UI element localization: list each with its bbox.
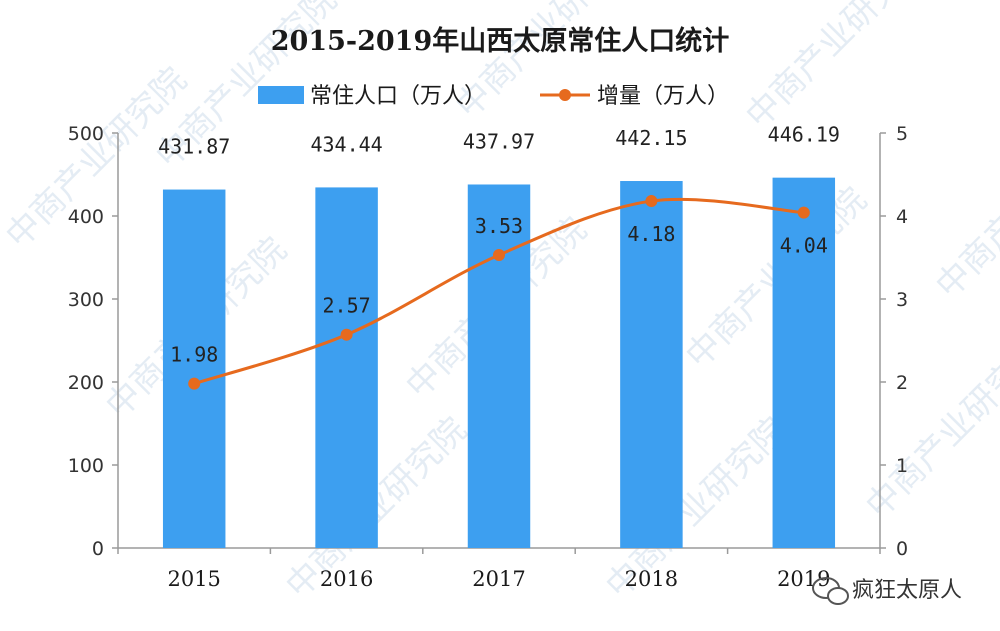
x-tick-label: 2017 xyxy=(472,567,525,591)
line-point xyxy=(645,195,658,208)
line-value-label: 4.18 xyxy=(627,222,675,246)
y-tick-label-right: 5 xyxy=(896,123,908,145)
bar xyxy=(772,177,836,548)
y-tick-label-right: 0 xyxy=(896,538,908,560)
line-point xyxy=(340,328,353,341)
watermark-text: 中商产业研究院 xyxy=(738,0,935,136)
bar xyxy=(620,181,683,548)
y-tick-label-left: 500 xyxy=(68,123,104,145)
y-tick-label-right: 3 xyxy=(896,289,908,311)
x-tick-label: 2015 xyxy=(167,567,220,591)
y-tick-label-right: 1 xyxy=(896,455,908,477)
line-value-label: 2.57 xyxy=(323,294,371,318)
y-tick-label-right: 4 xyxy=(896,206,908,228)
bar-series xyxy=(162,177,836,548)
legend-line-label: 增量（万人） xyxy=(597,84,729,109)
bar-value-label: 442.15 xyxy=(615,126,687,150)
legend-bar-label: 常住人口（万人） xyxy=(310,84,486,109)
watermark-text: 中商产业研究院 xyxy=(928,110,1000,307)
y-tick-label-left: 200 xyxy=(68,372,104,394)
chart-title: 2015-2019年山西太原常住人口统计 xyxy=(271,25,730,57)
legend-line-marker xyxy=(559,89,571,101)
bar xyxy=(467,184,531,548)
bar xyxy=(162,189,226,548)
y-tick-label-right: 2 xyxy=(896,372,908,394)
y-tick-label-left: 100 xyxy=(68,455,104,477)
line-point xyxy=(188,377,201,390)
line-value-label: 1.98 xyxy=(170,343,218,367)
brand-label: 疯狂太原人 xyxy=(852,578,962,603)
line-point xyxy=(493,249,505,262)
bar-value-label: 431.87 xyxy=(158,135,230,159)
x-tick-label: 2018 xyxy=(625,567,678,591)
legend: 常住人口（万人） 增量（万人） xyxy=(258,84,729,109)
y-tick-label-left: 300 xyxy=(68,289,104,311)
data-labels: 431.87 434.44 437.97 442.15 446.19 1.98 2.57 3.… xyxy=(158,123,840,367)
y-tick-label-left: 0 xyxy=(92,538,104,560)
brand-badge: 疯狂太原人 xyxy=(812,577,962,605)
y-tick-label-left: 400 xyxy=(68,206,104,228)
bar-value-label: 434.44 xyxy=(310,132,382,156)
line-point xyxy=(797,206,810,219)
line-series xyxy=(188,195,810,390)
x-tick-label: 2016 xyxy=(320,567,373,591)
bar-value-label: 437.97 xyxy=(463,129,535,153)
wechat-icon xyxy=(812,577,849,605)
line-value-label: 4.04 xyxy=(780,234,828,258)
bar xyxy=(315,187,378,548)
line-value-label: 3.53 xyxy=(475,214,523,238)
legend-bar-swatch xyxy=(258,86,304,104)
bar-value-label: 446.19 xyxy=(768,123,840,147)
